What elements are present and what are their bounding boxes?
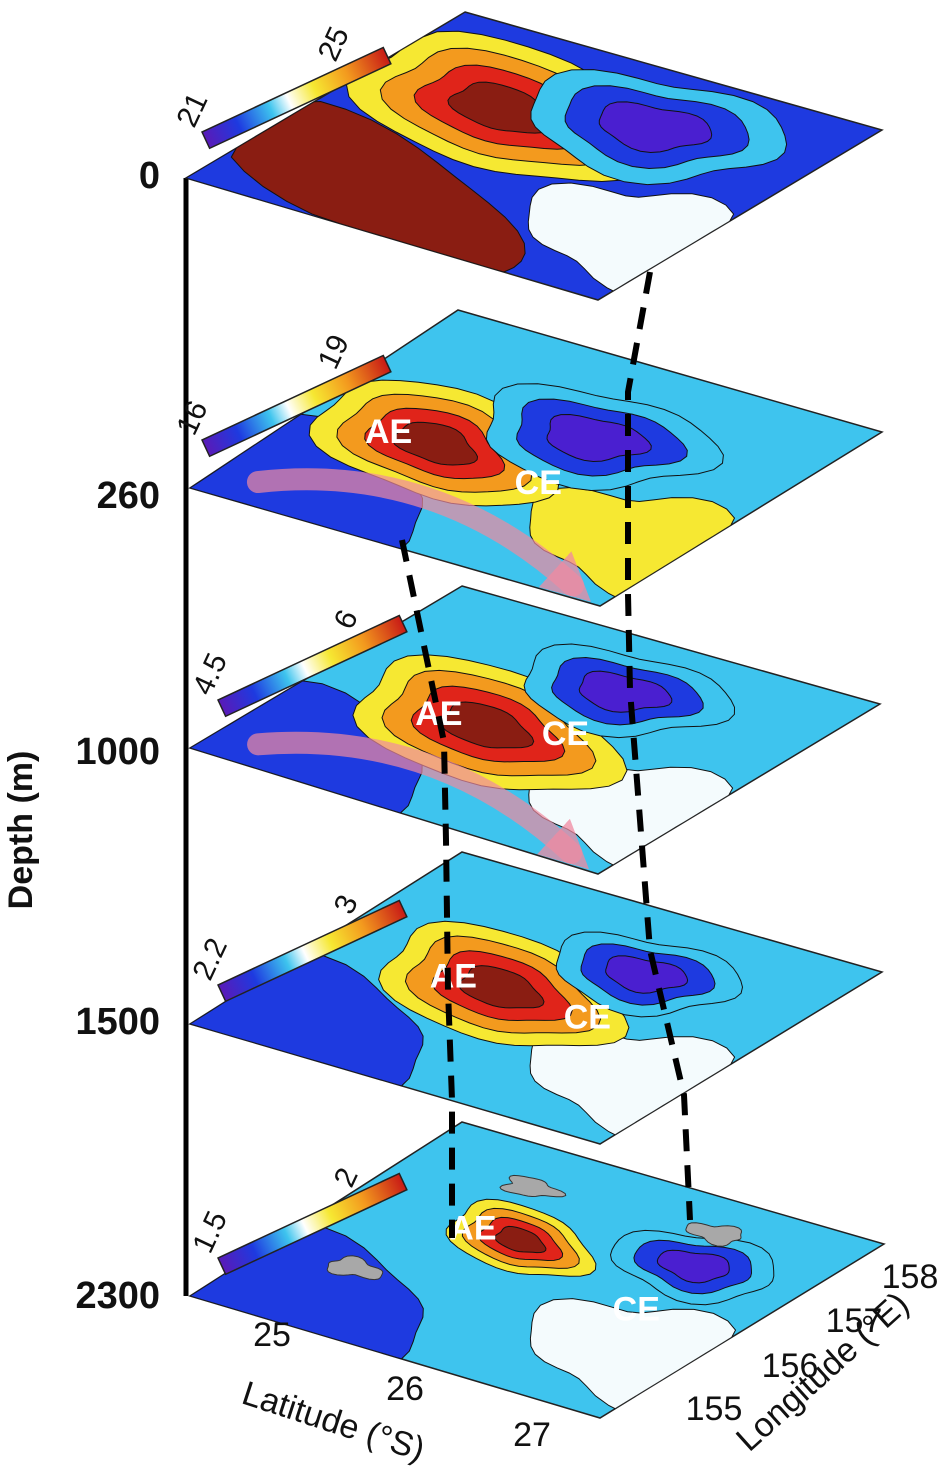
colorbar-min-label: 4.5: [186, 648, 234, 700]
ce-label: CE: [564, 999, 611, 1037]
colorbar-min-label: 1.5: [186, 1206, 234, 1258]
colorbar-max-label: 19: [312, 330, 356, 374]
ce-label: CE: [542, 715, 589, 753]
depth-tick-label: 1500: [75, 1001, 160, 1043]
layer-2300: AE CE 2300 1.5 2: [75, 1121, 886, 1419]
transport-arrow: [246, 468, 591, 602]
layer-1500: AE CE 1500 2.2 3: [75, 851, 884, 1145]
latitude-tick-27: 27: [513, 1416, 551, 1454]
colorbar-max-label: 3: [328, 890, 365, 919]
longitude-tick-156: 156: [762, 1347, 819, 1385]
ce-label: CE: [515, 464, 562, 502]
depth-tick-label: 0: [139, 155, 160, 197]
colorbar-gradient: [217, 899, 408, 1003]
depth-tick-label: 2300: [75, 1275, 160, 1317]
y-axis-title: Depth (m): [2, 751, 40, 910]
colorbar-gradient: [201, 46, 392, 150]
longitude-tick-158: 158: [882, 1258, 939, 1296]
ae-label: AE: [449, 1209, 496, 1247]
colorbar-gradient: [201, 354, 392, 458]
depth-tick-label: 260: [97, 475, 160, 517]
layer-0: 021 25: [139, 11, 884, 301]
colorbar-gradient: [217, 614, 408, 718]
colorbar-min-label: 21: [170, 88, 214, 132]
colorbar-gradient: [217, 1172, 408, 1276]
longitude-tick-155: 155: [686, 1390, 743, 1428]
colorbar: 21 25: [170, 22, 392, 150]
ce-connector: [625, 271, 693, 1221]
longitude-tick-157: 157: [826, 1302, 883, 1340]
ce-label: CE: [613, 1291, 660, 1329]
latitude-tick-25: 25: [253, 1316, 291, 1354]
colorbar-min-label: 16: [170, 396, 214, 440]
ae-label: AE: [365, 413, 412, 451]
colorbar-max-label: 6: [328, 605, 365, 634]
latitude-tick-26: 26: [386, 1370, 424, 1408]
eddy-connector-lines: [399, 271, 693, 1238]
ae-label: AE: [430, 957, 477, 995]
colorbar-max-label: 2: [328, 1163, 365, 1192]
depth-tick-label: 1000: [75, 731, 160, 773]
colorbar-min-label: 2.2: [186, 933, 234, 985]
ae-connector: [399, 539, 455, 1238]
transport-arrow: [247, 731, 590, 870]
colorbar-max-label: 25: [312, 22, 356, 66]
